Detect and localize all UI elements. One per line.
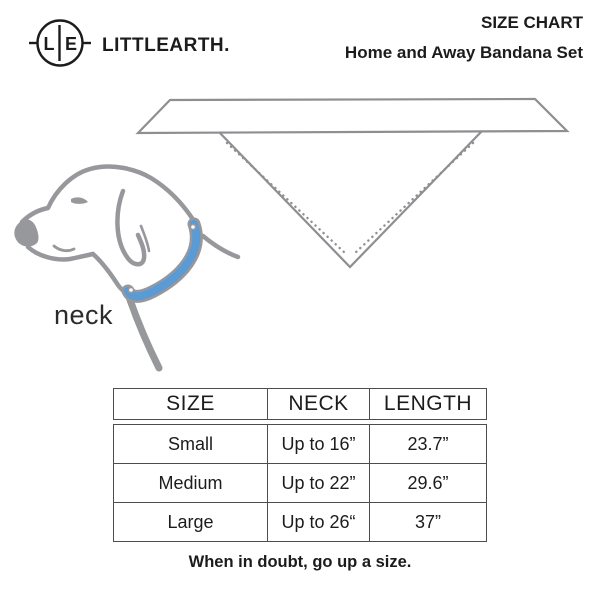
column-header-length: LENGTH	[383, 392, 473, 415]
dog-back-line	[200, 233, 241, 260]
littlearth-monogram-icon: L E	[29, 19, 91, 67]
dog-head-outline	[19, 164, 197, 225]
logo-letter-e: E	[65, 34, 77, 54]
collar-eyelet-bottom	[127, 286, 135, 294]
stitch-line-right	[353, 141, 475, 255]
stitch-line-left	[225, 141, 347, 255]
bandana-diagram	[135, 97, 570, 269]
cell-size: Medium	[114, 464, 268, 502]
table-row-medium: Medium Up to 22” 29.6”	[114, 463, 486, 502]
neck-label: neck	[54, 300, 114, 330]
column-header-size: SIZE	[114, 389, 268, 419]
sizing-note: When in doubt, go up a size.	[188, 553, 412, 571]
logo-letter-l: L	[44, 34, 55, 54]
dog-inner-ear-line	[139, 224, 151, 253]
brand-name: LITTLEARTH.	[102, 35, 230, 56]
header-right: SIZE CHART Home and Away Bandana Set	[345, 13, 583, 63]
cell-neck: Up to 16”	[268, 425, 370, 463]
bandana-triangle	[215, 129, 485, 269]
cell-neck: Up to 26“	[268, 503, 370, 541]
size-table: SIZE NECK LENGTH Small Up to 16” 23.7” M…	[113, 388, 487, 542]
cell-length: 37”	[414, 511, 441, 532]
dog-eye	[71, 197, 88, 204]
page-title: SIZE CHART	[481, 13, 583, 32]
dog-chest-line	[90, 251, 128, 295]
dog-ear	[115, 188, 147, 267]
table-row-small: Small Up to 16” 23.7”	[114, 425, 486, 463]
page-subtitle: Home and Away Bandana Set	[344, 43, 583, 62]
dog-nose	[14, 219, 39, 247]
cell-length: 23.7”	[407, 433, 449, 454]
size-table-body: Small Up to 16” 23.7” Medium Up to 22” 2…	[113, 424, 487, 542]
cell-length: 29.6”	[407, 472, 449, 493]
table-row-large: Large Up to 26“ 37”	[114, 502, 486, 541]
cell-size: Large	[114, 503, 268, 541]
cell-size: Small	[114, 425, 268, 463]
column-header-neck: NECK	[268, 389, 370, 419]
cell-neck: Up to 22”	[268, 464, 370, 502]
dog-mouth-line	[25, 244, 96, 262]
collar-eyelet-top	[189, 223, 197, 231]
dog-smile-line	[52, 244, 76, 253]
dog-neck-strap	[125, 293, 163, 372]
bandana-neck-band	[135, 97, 570, 135]
dog-head-diagram	[14, 164, 241, 372]
collar-band	[124, 220, 201, 301]
size-table-header: SIZE NECK LENGTH	[113, 388, 487, 420]
